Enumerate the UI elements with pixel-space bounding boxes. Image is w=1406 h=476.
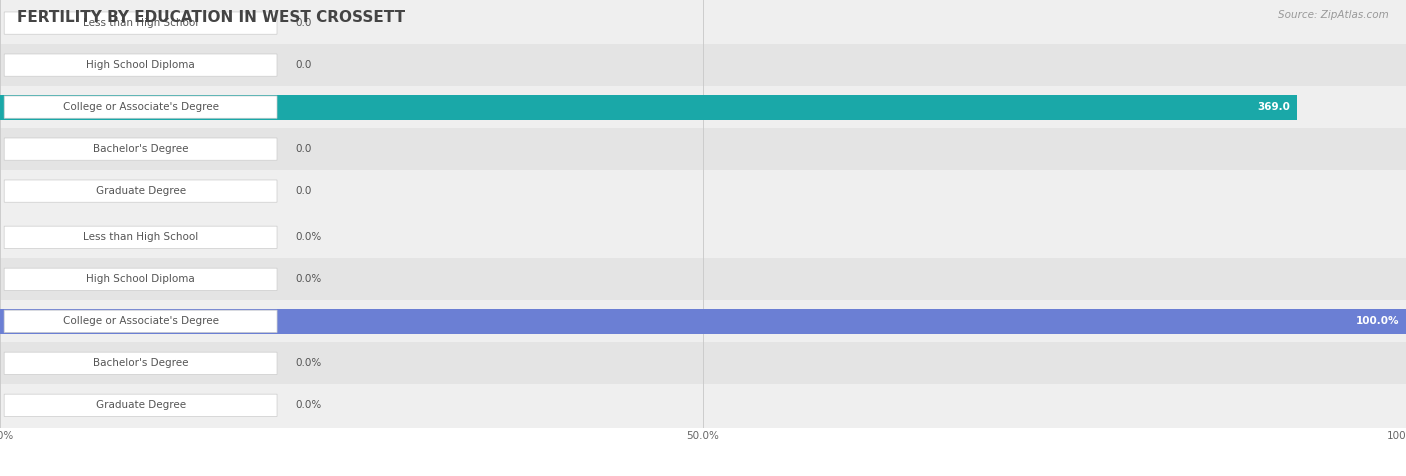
Bar (0, 2, 1406, 44)
Text: Less than High School: Less than High School (83, 18, 198, 28)
Text: 0.0%: 0.0% (295, 400, 322, 410)
Bar (0, 300, 1406, 342)
Text: Graduate Degree: Graduate Degree (96, 186, 186, 196)
FancyBboxPatch shape (4, 12, 277, 34)
Text: 0.0: 0.0 (295, 186, 312, 196)
Bar (0, 44, 1406, 86)
Bar (0, 258, 1406, 300)
FancyBboxPatch shape (4, 268, 277, 290)
Text: 0.0: 0.0 (295, 18, 312, 28)
Text: Bachelor's Degree: Bachelor's Degree (93, 144, 188, 154)
Text: Bachelor's Degree: Bachelor's Degree (93, 358, 188, 368)
Text: 0.0: 0.0 (295, 144, 312, 154)
Text: College or Associate's Degree: College or Associate's Degree (63, 102, 218, 112)
FancyBboxPatch shape (4, 96, 277, 118)
Bar (0, 384, 1406, 426)
FancyBboxPatch shape (4, 394, 277, 416)
Text: 369.0: 369.0 (1257, 102, 1291, 112)
FancyBboxPatch shape (4, 180, 277, 202)
Bar (0, 309, 1406, 334)
Text: FERTILITY BY EDUCATION IN WEST CROSSETT: FERTILITY BY EDUCATION IN WEST CROSSETT (17, 10, 405, 25)
Text: Source: ZipAtlas.com: Source: ZipAtlas.com (1278, 10, 1389, 20)
Bar (0, 170, 1406, 212)
FancyBboxPatch shape (4, 54, 277, 76)
FancyBboxPatch shape (4, 352, 277, 375)
Text: 0.0: 0.0 (295, 60, 312, 70)
Text: 0.0%: 0.0% (295, 358, 322, 368)
Bar (0, 95, 1298, 119)
Text: Less than High School: Less than High School (83, 232, 198, 242)
Text: 0.0%: 0.0% (295, 232, 322, 242)
Text: College or Associate's Degree: College or Associate's Degree (63, 316, 218, 327)
Text: High School Diploma: High School Diploma (86, 274, 195, 284)
Bar (0, 86, 1406, 128)
FancyBboxPatch shape (4, 138, 277, 160)
Text: 100.0%: 100.0% (1355, 316, 1399, 327)
Text: High School Diploma: High School Diploma (86, 60, 195, 70)
Bar (0, 216, 1406, 258)
Bar (0, 342, 1406, 384)
FancyBboxPatch shape (4, 310, 277, 332)
Text: Graduate Degree: Graduate Degree (96, 400, 186, 410)
Text: 0.0%: 0.0% (295, 274, 322, 284)
FancyBboxPatch shape (4, 226, 277, 248)
Bar (0, 128, 1406, 170)
